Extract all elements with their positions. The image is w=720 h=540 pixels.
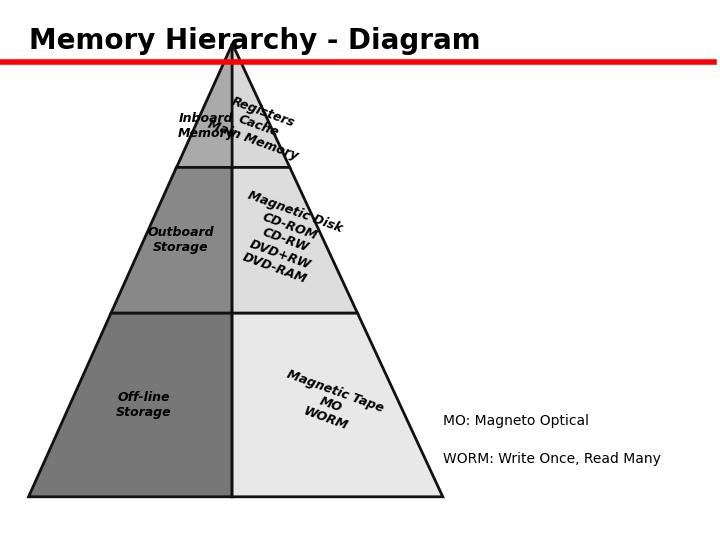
Text: WORM: Write Once, Read Many: WORM: Write Once, Read Many [443,452,661,466]
Text: Magnetic Tape
MO
WORM: Magnetic Tape MO WORM [275,367,386,443]
Polygon shape [232,313,443,497]
Text: Registers
Cache
Main Memory: Registers Cache Main Memory [207,90,310,163]
Text: Memory Hierarchy - Diagram: Memory Hierarchy - Diagram [29,27,480,55]
Text: Magnetic Disk
CD-ROM
CD-RW
DVD+RW
DVD-RAM: Magnetic Disk CD-ROM CD-RW DVD+RW DVD-RA… [225,189,344,292]
Polygon shape [176,43,232,167]
Polygon shape [111,167,232,313]
Polygon shape [232,167,358,313]
Text: Inboard
Memory: Inboard Memory [178,112,235,140]
Polygon shape [232,43,289,167]
Polygon shape [29,313,232,497]
Text: Off-line
Storage: Off-line Storage [116,391,171,419]
Text: MO: Magneto Optical: MO: Magneto Optical [443,414,589,428]
Text: Outboard
Storage: Outboard Storage [148,226,214,254]
